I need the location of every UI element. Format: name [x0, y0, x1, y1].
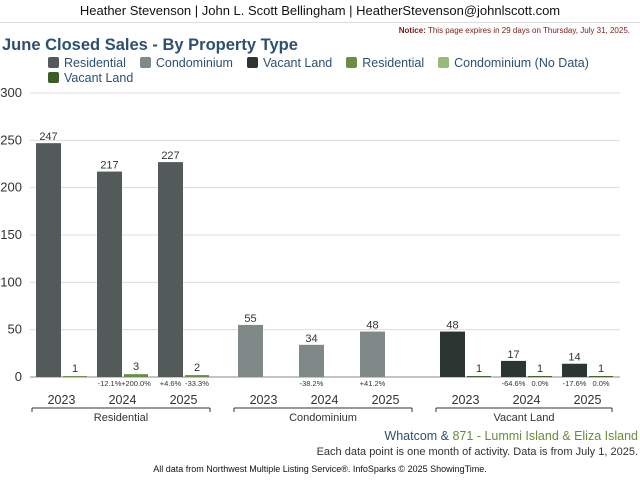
data-label: 3 [133, 361, 139, 373]
data-label: 48 [366, 320, 378, 332]
legend-swatch [139, 57, 151, 68]
x-tick-label: 2025 [574, 393, 602, 407]
data-label: 34 [305, 333, 317, 345]
x-tick-label: 2024 [513, 393, 541, 407]
data-label: 217 [100, 160, 118, 172]
data-note: Each data point is one month of activity… [316, 446, 638, 458]
legend-label: Residential [362, 56, 425, 70]
data-label: 48 [446, 320, 458, 332]
change-label: -64.6% [502, 379, 526, 388]
bar-secondary-vacant-land-2025 [589, 376, 613, 378]
data-label: 247 [39, 131, 57, 143]
legend-swatch [346, 57, 358, 68]
legend-swatch [48, 57, 59, 68]
area-sub-label[interactable]: 871 - Lummi Island & Eliza Island [452, 429, 638, 443]
legend-item[interactable]: Residential [48, 56, 126, 71]
agent-header: Heather Stevenson | John L. Scott Bellin… [0, 0, 640, 23]
data-label: 1 [537, 363, 543, 375]
legend-label: Condominium [155, 56, 233, 70]
bar-condominium-2023 [238, 324, 263, 377]
group-label: Condominium [289, 412, 357, 424]
chart-legend: Residential Condominium Vacant Land Residen… [48, 56, 628, 86]
bar-vacant-land-2025 [562, 363, 587, 377]
change-label: 0.0% [592, 379, 609, 388]
legend-label: Vacant Land [64, 71, 134, 85]
change-label: +4.6% [160, 379, 182, 388]
x-tick-label: 2023 [250, 393, 278, 407]
change-label: +200.0% [121, 379, 151, 388]
legend-item[interactable]: Condominium [139, 56, 233, 71]
change-label: -33.3% [185, 379, 209, 388]
change-label: +41.2% [360, 379, 386, 388]
data-label: 14 [568, 352, 580, 364]
bar-vacant-land-2024 [501, 360, 526, 377]
legend-swatch [48, 72, 59, 83]
area-selection: Whatcom & 871 - Lummi Island & Eliza Isl… [384, 429, 638, 443]
bar-condominium-2024 [299, 344, 324, 377]
agent-line: Heather Stevenson | John L. Scott Bellin… [79, 3, 561, 18]
bar-residential-2025 [158, 162, 183, 377]
bar-secondary-residential-2023 [63, 376, 87, 378]
legend-label: Residential [64, 56, 126, 70]
group-label: Residential [94, 412, 148, 424]
x-tick-label: 2025 [170, 393, 198, 407]
y-tick-label: 200 [0, 180, 22, 195]
change-label: 0.0% [531, 379, 548, 388]
notice-label: Notice: [398, 26, 426, 35]
y-tick-label: 300 [0, 85, 22, 100]
x-tick-label: 2024 [311, 393, 339, 407]
change-label: -17.6% [563, 379, 587, 388]
bar-secondary-residential-2025 [185, 375, 209, 377]
area-ampersand: & [437, 429, 453, 443]
chart-title: June Closed Sales - By Property Type [2, 36, 298, 54]
bar-secondary-residential-2024 [124, 374, 148, 377]
expiry-notice: Notice: This page expires in 29 days on … [399, 26, 630, 35]
bar-secondary-vacant-land-2023 [467, 376, 491, 378]
data-label: 1 [72, 363, 78, 375]
data-label: 1 [476, 363, 482, 375]
data-label: 2 [194, 362, 200, 374]
change-label: -38.2% [300, 379, 324, 388]
bar-condominium-2025 [360, 331, 385, 377]
bar-residential-2023 [36, 143, 61, 377]
data-label: 55 [244, 313, 256, 325]
change-label: -12.1% [98, 379, 122, 388]
legend-label: Condominium (No Data) [454, 56, 589, 70]
x-tick-label: 2023 [48, 393, 76, 407]
data-label: 1 [598, 363, 604, 375]
y-tick-label: 250 [0, 132, 22, 147]
legend-swatch [438, 57, 450, 68]
x-tick-label: 2025 [372, 393, 400, 407]
bar-residential-2024 [97, 171, 122, 377]
legend-item[interactable]: Vacant Land [48, 71, 133, 86]
y-tick-label: 100 [0, 274, 22, 289]
y-tick-label: 0 [15, 369, 22, 384]
legend-swatch [246, 57, 258, 68]
x-tick-label: 2023 [452, 393, 480, 407]
bar-secondary-vacant-land-2024 [528, 376, 552, 378]
legend-item[interactable]: Condominium (No Data) [438, 56, 589, 71]
data-label: 17 [507, 349, 519, 361]
legend-item[interactable]: Residential [346, 56, 424, 71]
bar-vacant-land-2023 [440, 331, 465, 377]
legend-label: Vacant Land [262, 56, 333, 70]
y-tick-label: 150 [0, 227, 22, 242]
x-tick-label: 2024 [109, 393, 137, 407]
area-main-label[interactable]: Whatcom [384, 429, 438, 443]
source-footer: All data from Northwest Multiple Listing… [153, 464, 487, 474]
group-label: Vacant Land [494, 412, 555, 424]
y-tick-label: 50 [8, 322, 22, 337]
data-label: 227 [161, 150, 179, 162]
legend-item[interactable]: Vacant Land [246, 56, 333, 71]
notice-text: This page expires in 29 days on Thursday… [425, 26, 630, 35]
